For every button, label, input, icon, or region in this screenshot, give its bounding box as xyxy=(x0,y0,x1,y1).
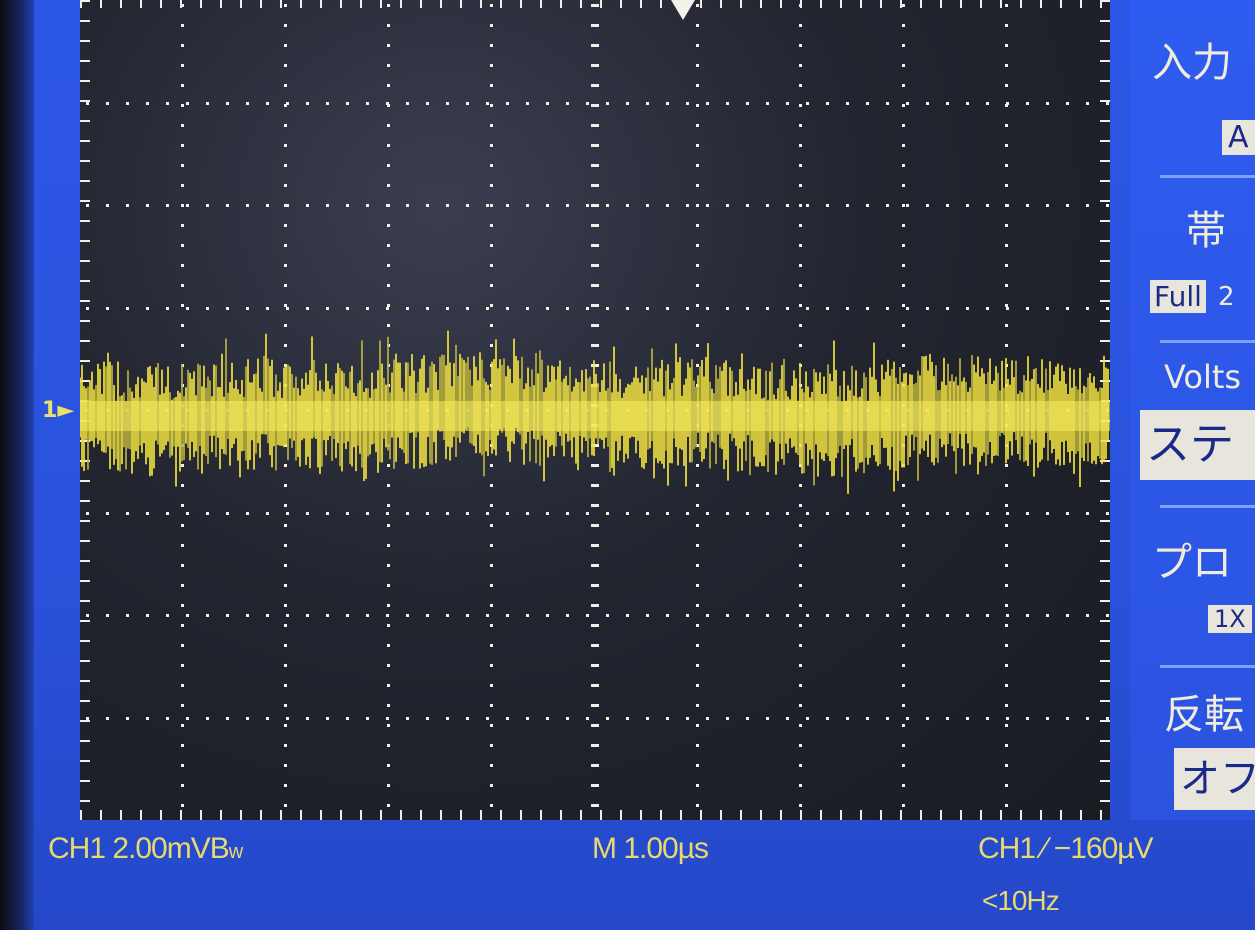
coupling-value[interactable]: A xyxy=(1222,120,1255,155)
ch1-ground-marker: 1► xyxy=(42,398,75,423)
timebase-readout: M 1.00µs xyxy=(592,832,709,865)
ch1-trace xyxy=(80,330,1110,494)
trigger-frequency-readout: <10Hz xyxy=(982,885,1060,916)
trace-core xyxy=(80,401,1110,431)
invert-menu-title[interactable]: 反転 xyxy=(1164,692,1244,738)
ch1-scale-readout: CH1 2.00mVBw xyxy=(48,832,243,865)
menu-divider xyxy=(1160,175,1255,178)
side-menu: 入力 A 帯 Full 2 Volts ステ プロ 1X 反転 オフ xyxy=(1130,0,1255,820)
trigger-position-icon xyxy=(671,0,695,20)
trigger-readout: CH1 ∕ −160µV xyxy=(978,832,1154,865)
volts-div-menu-title[interactable]: Volts xyxy=(1164,358,1242,396)
probe-menu-title[interactable]: プロ xyxy=(1152,540,1232,586)
menu-divider xyxy=(1160,665,1255,668)
device-bezel xyxy=(0,0,34,930)
bandwidth-menu-title[interactable]: 帯 xyxy=(1186,208,1226,254)
menu-divider xyxy=(1160,340,1255,343)
bandwidth-limit-option[interactable]: 2 xyxy=(1218,282,1235,312)
probe-value[interactable]: 1X xyxy=(1208,605,1252,633)
volts-div-value[interactable]: ステ xyxy=(1140,410,1255,480)
invert-value[interactable]: オフ xyxy=(1174,748,1255,810)
menu-divider xyxy=(1160,505,1255,508)
coupling-menu-title[interactable]: 入力 xyxy=(1152,40,1232,86)
waveform-screen xyxy=(80,0,1110,820)
bandwidth-full-option[interactable]: Full xyxy=(1150,280,1206,313)
